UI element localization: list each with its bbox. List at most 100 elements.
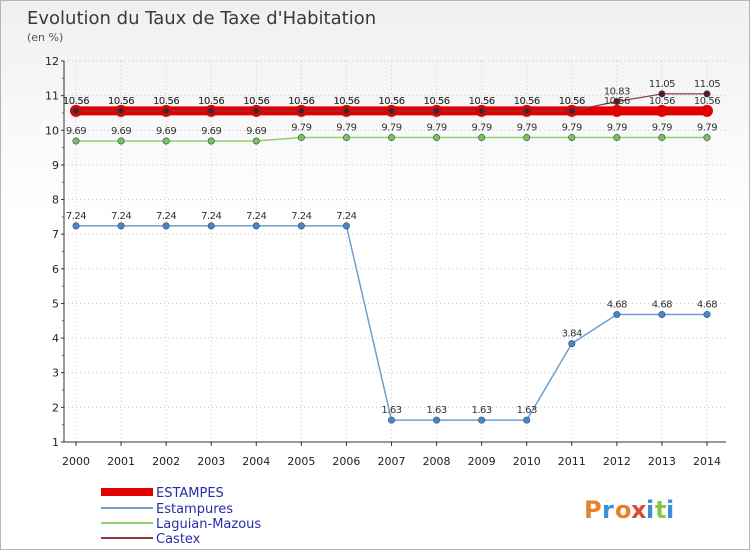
legend-label: ESTAMPES [156,486,224,501]
x-tick-label: 2002 [152,455,180,468]
data-label: 1.63 [426,405,446,416]
data-point [703,311,711,319]
data-label: 7.24 [66,211,86,222]
data-label: 11.05 [649,79,675,90]
y-tick-label: 2 [52,401,59,414]
data-label: 10.56 [108,96,134,107]
logo-letter: x [631,496,647,524]
y-tick-label: 10 [45,124,59,137]
y-tick-label: 7 [52,228,59,241]
data-point [433,134,441,142]
data-point [523,134,531,142]
data-label: 9.69 [246,126,266,137]
data-label: 7.24 [291,211,311,222]
data-label: 10.56 [198,96,224,107]
data-label: 4.68 [607,300,627,311]
data-label: 10.56 [559,96,585,107]
chart-subtitle: (en %) [27,31,63,44]
legend-label: Estampures [156,502,233,517]
data-label: 9.79 [472,123,492,134]
y-tick-label: 8 [52,194,59,207]
data-label: 1.63 [517,405,537,416]
data-labels-layer: 10.56 10.56 10.56 10.56 10.56 10.56 10.56 10.56… [63,79,721,416]
x-tick-label: 2013 [648,455,676,468]
x-tick-label: 2006 [332,455,360,468]
data-label: 3.84 [562,329,582,340]
data-label: 10.56 [333,96,359,107]
data-label: 7.24 [156,211,176,222]
data-label: 10.83 [604,87,630,98]
data-point [72,137,80,145]
data-label: 9.79 [517,123,537,134]
data-point [117,137,125,145]
data-label: 10.56 [288,96,314,107]
legend-label: Laguian-Mazous [156,517,261,532]
y-tick-label: 3 [52,367,59,380]
data-label: 10.56 [153,96,179,107]
data-label: 10.56 [649,96,675,107]
data-point [478,416,486,424]
data-point [72,222,80,230]
data-point [523,416,531,424]
data-label: 10.56 [153,96,179,107]
data-point [568,134,576,142]
data-point [162,107,170,115]
y-tick-label: 9 [52,159,59,172]
data-point [387,416,395,424]
logo-letter: t [655,496,667,524]
data-point [252,222,260,230]
x-tick-label: 2004 [242,455,270,468]
legend-label: Castex [156,532,201,547]
data-label: 9.79 [562,123,582,134]
data-label: 10.56 [243,96,269,107]
x-tick-label: 2000 [62,455,90,468]
data-label: 9.79 [426,123,446,134]
x-tick-label: 2010 [513,455,541,468]
data-point [162,222,170,230]
x-tick-label: 2008 [423,455,451,468]
data-point [701,104,713,117]
data-point [297,134,305,142]
data-label: 10.56 [378,96,404,107]
y-tick-label: 11 [45,90,59,103]
data-point [610,104,623,117]
data-label: 10.56 [108,96,134,107]
y-tick-label: 12 [45,55,59,68]
data-point [523,107,531,115]
chart-title: Evolution du Taux de Taxe d'Habitation [27,8,376,29]
data-point [478,134,486,142]
data-label: 10.56 [378,96,404,107]
data-label: 10.56 [424,96,450,107]
logo-letter: i [666,496,675,524]
x-tick-label: 2012 [603,455,631,468]
x-tick-label: 2014 [693,455,721,468]
data-point [342,222,350,230]
data-label: 10.56 [694,96,720,107]
data-label: 4.68 [697,300,717,311]
data-label: 4.68 [652,300,672,311]
data-point [207,107,215,115]
data-label: 7.24 [336,211,356,222]
data-point [703,90,711,98]
grid-layer [64,60,726,443]
data-point [658,311,666,319]
data-label: 11.05 [694,79,720,90]
logo-letter: r [602,496,615,524]
data-label: 9.79 [291,123,311,134]
data-point [478,107,486,115]
data-label: 10.56 [333,96,359,107]
data-point [117,107,125,115]
logo-letter: i [646,496,655,524]
data-point [297,107,305,115]
data-point [72,107,80,115]
data-point [387,107,395,115]
data-point [703,134,711,142]
x-tick-label: 2007 [378,455,406,468]
x-tick-label: 2009 [468,455,496,468]
data-label: 9.69 [111,126,131,137]
data-point [433,416,441,424]
y-tick-label: 6 [52,263,59,276]
